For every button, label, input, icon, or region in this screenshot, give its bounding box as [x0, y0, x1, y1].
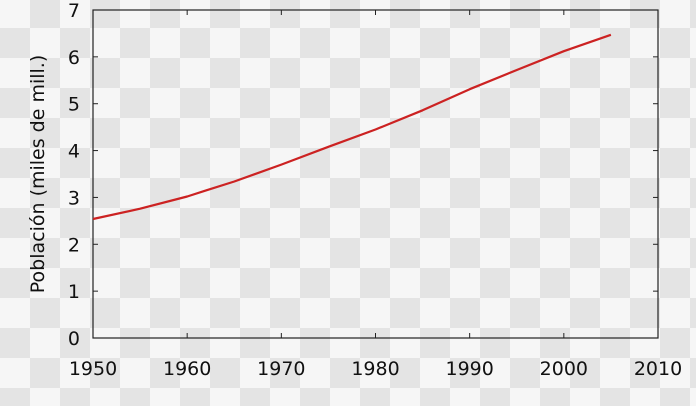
series-line	[92, 33, 612, 221]
y-tick-label: 6	[68, 47, 80, 69]
x-tick-label: 2000	[540, 358, 588, 380]
y-tick-label: 2	[68, 234, 80, 256]
plot-frame	[92, 9, 659, 339]
x-tick-label: 1970	[257, 358, 305, 380]
y-tick-label: 5	[68, 94, 80, 116]
y-tick-label: 3	[68, 187, 80, 209]
y-tick-label: 0	[68, 328, 80, 350]
y-axis-label: Población (miles de mill.)	[27, 55, 49, 294]
x-tick-label: 1960	[163, 358, 211, 380]
x-tick-label: 1980	[351, 358, 399, 380]
y-tick-label: 4	[68, 141, 80, 163]
y-tick-label: 1	[68, 281, 80, 303]
x-tick-label: 1990	[445, 358, 493, 380]
x-tick-label: 1950	[69, 358, 117, 380]
y-tick-label: 7	[68, 0, 80, 22]
x-tick-label: 2010	[634, 358, 682, 380]
